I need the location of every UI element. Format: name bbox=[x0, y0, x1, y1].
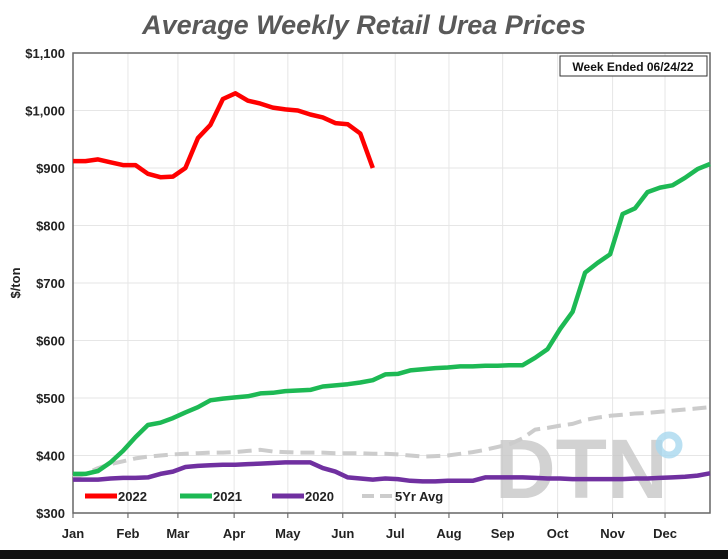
x-tick-label: Dec bbox=[653, 526, 677, 541]
y-tick-label: $900 bbox=[36, 161, 65, 176]
plot-frame bbox=[72, 52, 711, 514]
x-tick-label: Nov bbox=[600, 526, 625, 541]
y-tick-label: $1,100 bbox=[25, 46, 65, 61]
legend-label: 2020 bbox=[305, 489, 334, 504]
x-tick-label: Mar bbox=[166, 526, 189, 541]
y-tick-label: $300 bbox=[36, 506, 65, 521]
series-line-2021 bbox=[73, 161, 711, 477]
week-ended-label: Week Ended 06/24/22 bbox=[572, 60, 694, 74]
x-tick-label: Sep bbox=[491, 526, 515, 541]
y-tick-label: $700 bbox=[36, 276, 65, 291]
x-tick-label: Jun bbox=[331, 526, 354, 541]
series-line-5yr-avg bbox=[72, 405, 711, 480]
legend-label: 2022 bbox=[118, 489, 147, 504]
y-tick-label: $500 bbox=[36, 391, 65, 406]
legend-label: 2021 bbox=[213, 489, 242, 504]
legend-label: 5Yr Avg bbox=[395, 489, 443, 504]
dtn-watermark: DTN bbox=[495, 422, 668, 516]
y-tick-label: $400 bbox=[36, 449, 65, 464]
bottom-bar bbox=[0, 550, 728, 559]
x-tick-label: Aug bbox=[436, 526, 461, 541]
x-tick-label: May bbox=[275, 526, 301, 541]
y-tick-label: $1,000 bbox=[25, 104, 65, 119]
annotation-box bbox=[559, 55, 708, 77]
y-axis-label: $/ton bbox=[8, 267, 23, 298]
chart-title: Average Weekly Retail Urea Prices bbox=[142, 10, 586, 40]
dtn-logo-circle bbox=[655, 431, 683, 459]
x-tick-label: Apr bbox=[223, 526, 245, 541]
series-line-2020 bbox=[73, 460, 711, 484]
x-tick-label: Jul bbox=[386, 526, 405, 541]
y-tick-label: $800 bbox=[36, 219, 65, 234]
x-tick-label: Feb bbox=[116, 526, 139, 541]
x-tick-label: Oct bbox=[547, 526, 569, 541]
y-tick-label: $600 bbox=[36, 334, 65, 349]
x-tick-label: Jan bbox=[62, 526, 84, 541]
series-line-2022 bbox=[73, 91, 375, 180]
